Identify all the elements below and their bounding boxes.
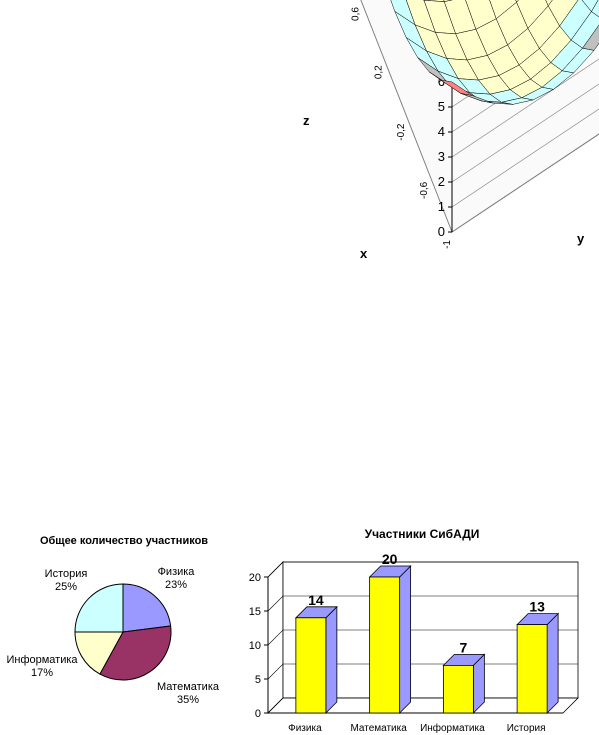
bar-y-tick-label: 0	[255, 708, 261, 720]
surface-x-tick-label: 0,2	[373, 65, 384, 79]
surface-gridline	[451, 133, 599, 233]
surface-x-axis-label: x	[360, 246, 368, 261]
bar-category-label: История	[507, 723, 546, 734]
bar-chart: Участники СибАДИ 0 5 10 15 20 14 Физика 20 Матема…	[249, 527, 579, 734]
pie-slice-label: Математика	[157, 681, 220, 693]
surface-x-tick-label: -1	[442, 240, 453, 249]
pie-slice-4	[74, 583, 124, 633]
pie-slice-label: История	[45, 568, 88, 580]
surface-gridline	[451, 83, 599, 183]
bar-category-label: Физика	[288, 723, 322, 734]
surface-patch	[440, 79, 473, 96]
bar-category-label: Информатика	[420, 722, 485, 734]
bar-gridline	[267, 629, 578, 646]
bar-2	[369, 576, 401, 714]
surface-x-tick-label: 0,6	[350, 7, 361, 21]
surface-gridline	[451, 58, 599, 158]
pie-slice-2	[99, 625, 172, 681]
bar-y-tick-label: 20	[249, 572, 261, 584]
bar-1	[295, 617, 327, 714]
surface-gridline	[451, 108, 599, 208]
surface-z-tick-label: 1	[438, 199, 445, 214]
pie-slice-label: Физика	[158, 566, 196, 578]
pie-title: Общее количество участников	[40, 535, 208, 547]
pie-slice-3	[74, 631, 124, 675]
pie-slice-percent: 23%	[165, 579, 187, 591]
bar-4	[516, 624, 548, 714]
bar-value-label: 7	[459, 639, 467, 655]
surface-z-tick-label: 0	[438, 224, 445, 239]
surface-mesh	[390, 0, 599, 105]
bar-value-label: 14	[308, 592, 324, 608]
bar-side-2	[399, 565, 412, 714]
surface-z-tick-label: 4	[438, 124, 445, 139]
surface-z-tick-label: 5	[438, 99, 445, 114]
bar-value-label: 13	[529, 599, 545, 615]
bar-y-tick-label: 15	[249, 606, 261, 618]
bar-gridline	[267, 595, 578, 612]
bar-title: Участники СибАДИ	[365, 527, 480, 541]
surface-x-tick-label: -0,6	[419, 181, 430, 199]
surface-z-tick-label: 2	[438, 174, 445, 189]
surface-z-tick-label: 6	[438, 74, 445, 89]
pie-slice-label: Информатика	[6, 654, 78, 666]
surface-z-axis-label: z	[303, 113, 310, 128]
bar-value-label: 20	[382, 551, 398, 567]
pie-slice-percent: 17%	[31, 667, 53, 679]
surface-chart: 01234567z-1-0,6-0,20,20,61x-1-0,6-0,20,2…	[303, 0, 599, 261]
surface-patch	[545, 0, 553, 7]
surface-x-axis: -1 -0,6 -0,2 0,2 0,6 1 x	[350, 7, 453, 261]
surface-z-tick-label: 3	[438, 149, 445, 164]
bar-3	[442, 665, 474, 714]
bar-category-label: Математика	[350, 723, 407, 734]
bar-gridline	[267, 561, 578, 578]
pie-slice-percent: 25%	[55, 581, 77, 593]
bar-y-tick-label: 5	[255, 674, 261, 686]
surface-x-tick-label: -0,2	[396, 123, 407, 141]
bar-y-tick-label: 10	[249, 640, 261, 652]
pie-slice-percent: 35%	[177, 694, 199, 706]
surface-y-axis-label: y	[577, 231, 585, 246]
surface-y-axis: -1-0,6-0,20,20,6y	[577, 231, 585, 246]
bar-side-4	[546, 612, 559, 714]
bar-side-1	[325, 605, 338, 714]
pie-slice-1	[122, 583, 172, 633]
